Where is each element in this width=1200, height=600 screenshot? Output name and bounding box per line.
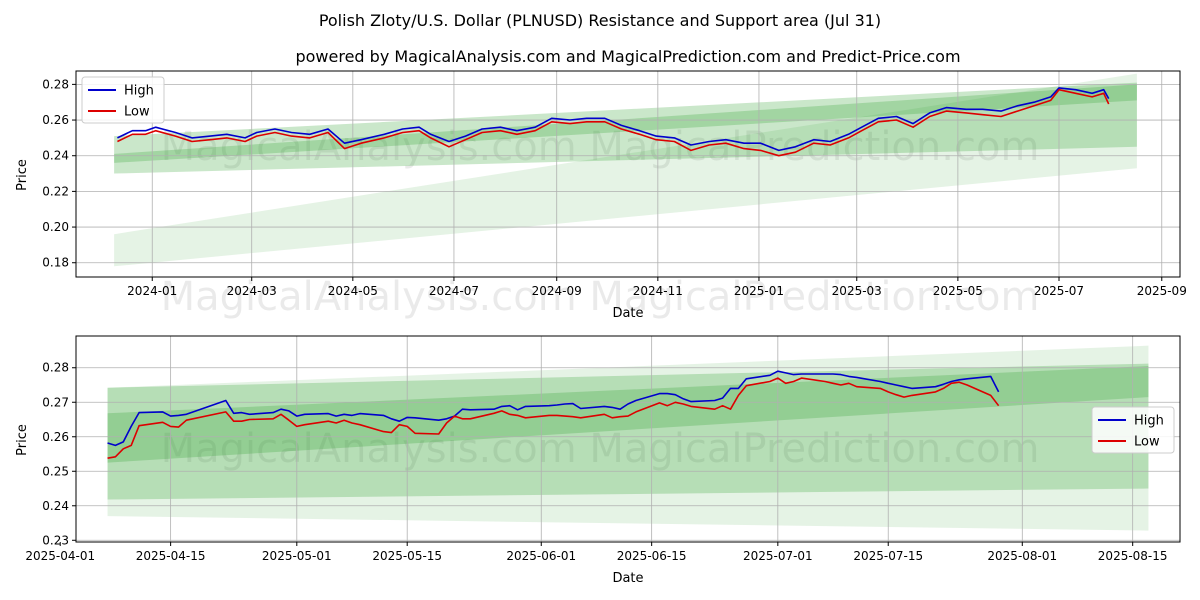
y-tick-label: 0.25 [42, 464, 69, 478]
legend-label-high: High [124, 84, 154, 99]
x-tick-label: 2025-07 [1034, 284, 1084, 298]
watermark-top: MagicalAnalysis.com MagicalPrediction.co… [161, 124, 1040, 170]
plot-frame [75, 335, 1181, 543]
x-tick-label: 2025-06-15 [617, 549, 687, 563]
y-tick-label: 0.18 [42, 256, 69, 270]
range-band-0 [114, 82, 1137, 174]
chart-zoom: Date Price 2025-04-01 2025-04-15 2025-05-0… [15, 335, 1181, 586]
x-tick-label: 2025-04-15 [136, 549, 206, 563]
x-axis-label: Date [612, 571, 643, 586]
watermark-bottom: MagicalAnalysis.com MagicalPrediction.co… [161, 426, 1040, 472]
figure-subtitle: powered by MagicalAnalysis.com and Magic… [295, 47, 960, 66]
series-line-high [117, 87, 1110, 152]
x-tick-label: 2025-05-15 [372, 549, 442, 563]
y-tick-label: 0.26 [42, 430, 69, 444]
figure-title: Polish Zloty/U.S. Dollar (PLNUSD) Resist… [319, 11, 881, 30]
plot-area [76, 71, 1180, 277]
x-tick-label: 2025-07-15 [853, 549, 923, 563]
y-tick-label: 0.24 [42, 499, 69, 513]
legend-label-low: Low [124, 105, 150, 120]
y-tick-label: 0.24 [42, 149, 69, 163]
y-tick-label: 0.28 [42, 77, 69, 91]
y-axis-label: Price [15, 159, 30, 191]
x-tick-label: 2025-03 [832, 284, 882, 298]
chart-overview: Date Price 2024-01 2024-03 2024-05 2024-07 2… [15, 70, 1187, 321]
x-tick-label: 2025-09 [1137, 284, 1187, 298]
x-tick-label: 2025-01 [734, 284, 784, 298]
x-tick-label: 2025-05-01 [262, 549, 332, 563]
x-tick-label: 2024-03 [227, 284, 277, 298]
x-tick-label: 2025-05 [933, 284, 983, 298]
x-tick-label: 2024-05 [328, 284, 378, 298]
series-line-low [107, 377, 1000, 459]
legend-label-high: High [1134, 414, 1164, 429]
x-tick-label: 2025-08-01 [987, 549, 1057, 563]
x-tick-label: 2025-08-15 [1098, 549, 1168, 563]
x-tick-label: 2025-07-01 [743, 549, 813, 563]
y-tick-label: 0.27 [42, 395, 69, 409]
y-tick-label: 0.22 [42, 184, 69, 198]
series-line-low [117, 88, 1110, 157]
y-axis-label: Price [15, 424, 30, 456]
y-tick-label: 0.23 [42, 533, 69, 547]
x-tick-label: 2024-11 [633, 284, 683, 298]
x-tick-label: 2024-09 [532, 284, 582, 298]
plot-frame [75, 70, 1181, 278]
watermark-middle: MagicalAnalysis.com MagicalPrediction.co… [161, 274, 1040, 320]
legend-label-low: Low [1134, 435, 1160, 450]
legend: High Low [81, 76, 165, 124]
x-tick-label: 2024-07 [429, 284, 479, 298]
x-axis-label: Date [612, 306, 643, 321]
y-tick-label: 0.28 [42, 361, 69, 375]
x-tick-label: 2025-06-01 [506, 549, 576, 563]
legend: High Low [1091, 406, 1175, 454]
y-tick-label: 0.20 [42, 220, 69, 234]
range-band-2 [114, 84, 1137, 163]
y-tick-label: 0.26 [42, 113, 69, 127]
x-tick-label: 2025-04-01 [25, 549, 95, 563]
x-tick-label: 2024-01 [127, 284, 177, 298]
series-line-high [107, 370, 1000, 447]
plot-area [76, 336, 1180, 542]
